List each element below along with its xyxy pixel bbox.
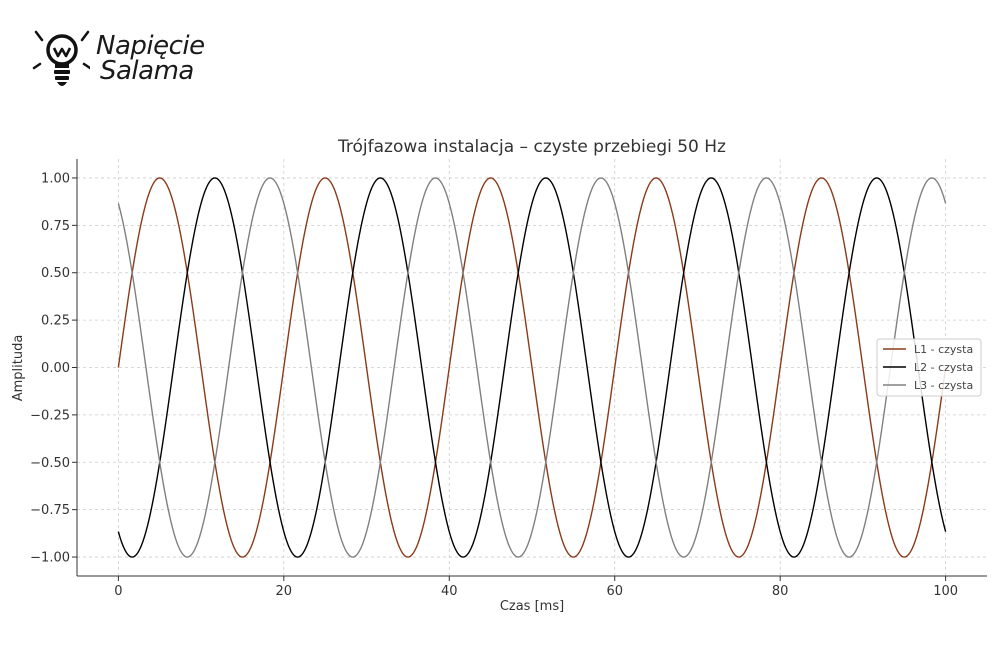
x-tick-label: 0 [114, 584, 122, 599]
x-tick-label: 20 [276, 584, 293, 599]
legend-label-l3: L3 - czysta [914, 379, 973, 392]
logo-line-1: Napięcie [96, 31, 205, 61]
y-tick-label: 0.75 [41, 219, 70, 234]
series-line-l2 [117, 177, 947, 558]
y-tick-label: 0.00 [41, 361, 70, 376]
logo: Napięcie Salama [30, 28, 220, 92]
legend-label-l2: L2 - czysta [914, 361, 973, 374]
x-tick-label: 100 [933, 584, 958, 599]
y-tick-label: −0.50 [30, 456, 70, 471]
series-line-l1 [117, 177, 947, 558]
x-tick-label: 60 [606, 584, 623, 599]
y-tick-label: −0.75 [30, 503, 70, 518]
legend: L1 - czysta L2 - czysta L3 - czysta [876, 338, 982, 397]
x-tick-label: 80 [772, 584, 789, 599]
series-layer [117, 177, 947, 558]
series-line-l3 [117, 177, 947, 558]
y-tick-label: 0.50 [41, 266, 70, 281]
x-tick-label: 40 [441, 584, 458, 599]
legend-box [876, 338, 982, 397]
y-tick-label: −0.25 [30, 408, 70, 423]
x-axis-label: Czas [ms] [500, 599, 564, 614]
ticks: 0 20 40 60 80 100 −1.00 −0.75 −0.50 −0.25 0.00 0.25… [30, 171, 958, 599]
chart-title: Trójfazowa instalacja – czyste przebiegi… [337, 137, 726, 157]
y-axis-label: Amplituda [11, 335, 26, 402]
y-tick-label: 0.25 [41, 314, 70, 329]
y-tick-label: 1.00 [41, 171, 70, 186]
logo-line-2: Salama [100, 56, 194, 86]
lightbulb-w-icon [32, 30, 92, 86]
legend-label-l1: L1 - czysta [914, 343, 973, 356]
y-tick-label: −1.00 [30, 551, 70, 566]
